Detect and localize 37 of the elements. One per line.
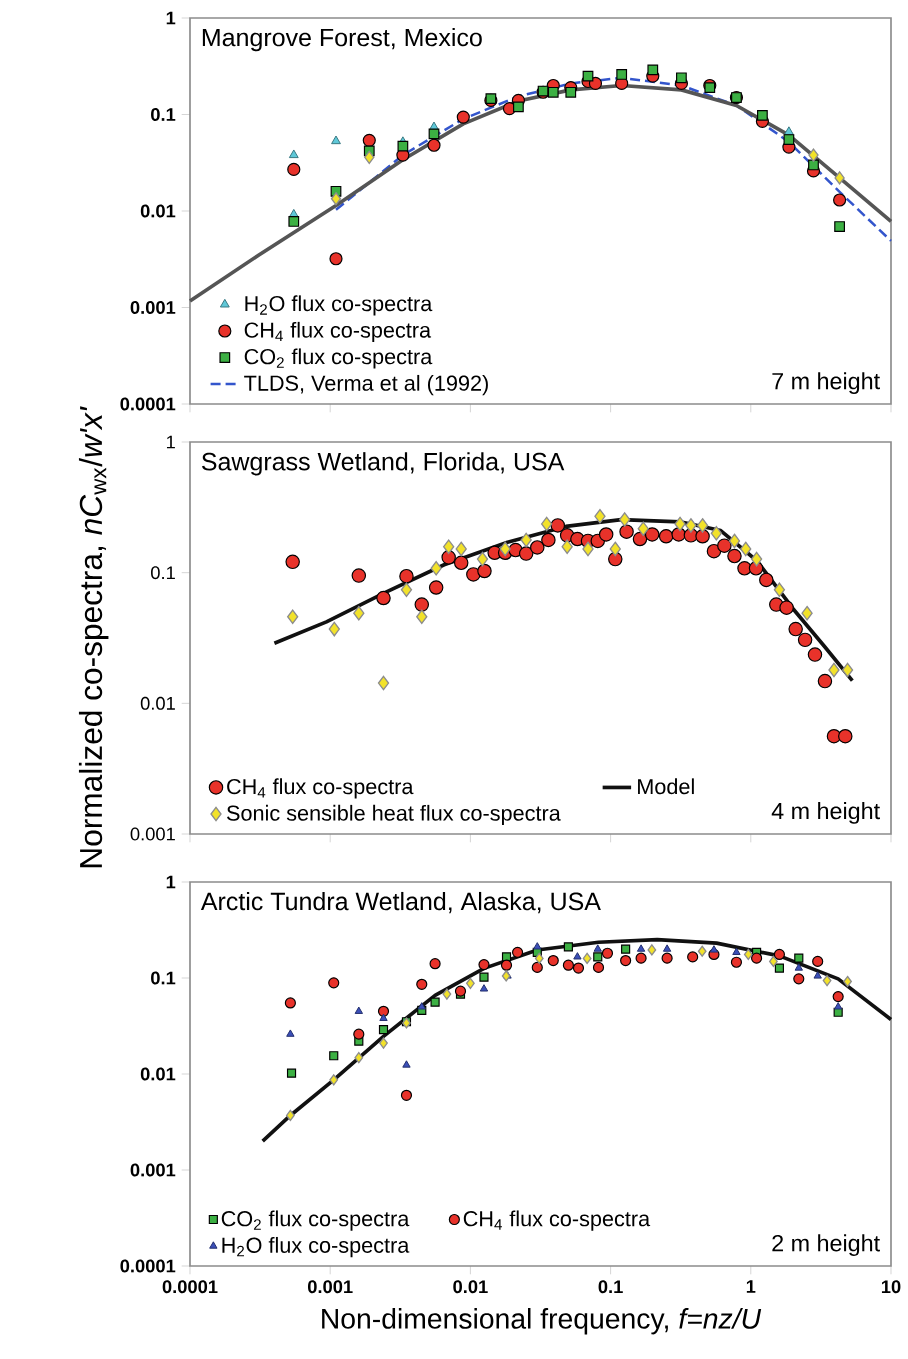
- legend-label: CO$_{2}$ flux co-spectra: [244, 348, 433, 369]
- y-tick-label: 0.01: [140, 204, 176, 218]
- y-tick-label: 0.1: [151, 566, 175, 580]
- y-tick-label: 0.01: [140, 1067, 176, 1081]
- legend-label: CH$_{4}$ flux co-spectra: [463, 1210, 651, 1231]
- annotation: 2 m height: [772, 1234, 880, 1257]
- y-tick-label: 0.0001: [120, 1259, 176, 1273]
- legend-label: CH$_{4}$ flux co-spectra: [244, 321, 432, 343]
- y-tick-label: 0.1: [151, 108, 176, 121]
- chart-title: Mangrove Forest, Mexico: [202, 27, 482, 52]
- legend-label: H$_{2}$O flux co-spectra: [222, 1236, 410, 1258]
- y-tick-label: 1: [166, 11, 176, 25]
- x-tick-label: 0.01: [453, 1280, 488, 1294]
- x-tick-label: 1: [746, 1280, 756, 1293]
- x-tick-label: 0.1: [598, 1280, 623, 1294]
- y-axis-title: Normalized co-spectra, nC$_{wx}$/w'x': [78, 406, 109, 868]
- y-tick-label: 0.0001: [120, 397, 176, 411]
- legend-label: Sonic sensible heat flux co-spectra: [227, 804, 561, 826]
- y-tick-label: 1: [166, 875, 176, 889]
- chart-title: Arctic Tundra Wetland, Alaska, USA: [200, 891, 601, 914]
- x-tick-label: 0.001: [307, 1280, 353, 1294]
- annotation: 7 m height: [772, 372, 880, 395]
- annotation: 4 m height: [771, 802, 880, 824]
- x-tick-label: 10: [881, 1280, 901, 1294]
- x-axis-title: Non-dimensional frequency, f=nz/U: [322, 1308, 762, 1335]
- y-tick-label: 0.01: [140, 696, 175, 710]
- legend-label: CH$_{4}$ flux co-spectra: [227, 778, 414, 799]
- y-tick-label: 0.001: [130, 827, 175, 841]
- y-tick-label: 0.001: [130, 301, 176, 314]
- chart-title: Sawgrass Wetland, Florida, USA: [201, 452, 565, 476]
- y-tick-label: 0.001: [130, 1163, 176, 1177]
- y-tick-label: 0.1: [151, 971, 176, 985]
- legend-label: H$_{2}$O flux co-spectra: [245, 295, 433, 316]
- legend-label: TLDS, Verma et al (1992): [244, 374, 488, 396]
- y-tick-label: 1: [166, 435, 175, 449]
- legend-label: CO$_{2}$ flux co-spectra: [221, 1210, 410, 1231]
- legend-label: Model: [638, 778, 694, 795]
